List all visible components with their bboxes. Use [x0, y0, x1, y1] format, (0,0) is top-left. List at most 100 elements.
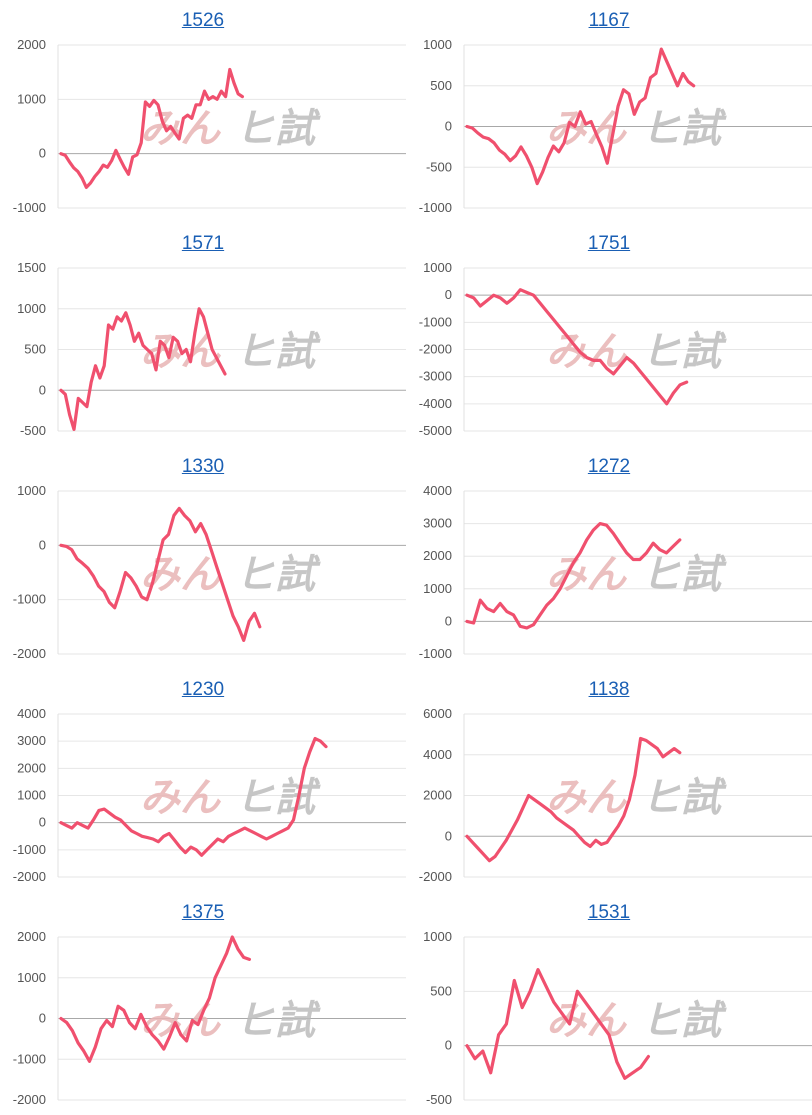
- y-tick-label: -1000: [419, 646, 452, 661]
- line-chart: 1000 0 -1000 -2000 -3000 -4000 -5000 みん ヒ試: [419, 260, 812, 438]
- y-tick-label: 500: [430, 78, 452, 93]
- watermark-logo: みん ヒ試: [140, 553, 321, 597]
- chart-title-link[interactable]: 1167: [588, 10, 630, 31]
- y-tick-label: -4000: [419, 396, 452, 411]
- line-chart: 1000 500 0 -500 みん ヒ試: [423, 929, 812, 1107]
- y-tick-label: -2000: [13, 646, 46, 661]
- chart-panel: 1571 1500 1000 500 0 -500 みん ヒ試: [0, 223, 406, 446]
- series-line: [59, 67, 244, 189]
- watermark-text: みん: [546, 330, 628, 374]
- y-tick-label: -1000: [13, 1051, 46, 1066]
- y-tick-label: 2000: [423, 788, 452, 803]
- y-tick-label: 3000: [423, 516, 452, 531]
- y-tick-label: -1000: [419, 314, 452, 329]
- watermark-logo: みん ヒ試: [140, 999, 321, 1043]
- chart-panel: 1751 1000 0 -1000 -2000 -3000 -4000 -5000 みん ヒ試: [406, 223, 812, 446]
- chart-panel: 1330 1000 0 -1000 -2000 みん ヒ試: [0, 446, 406, 669]
- y-tick-label: -500: [20, 423, 46, 438]
- y-tick-label: 500: [430, 983, 452, 998]
- y-tick-label: -1000: [13, 592, 46, 607]
- series-line: [465, 521, 682, 630]
- line-chart: 6000 4000 2000 0 -2000 みん ヒ試: [419, 706, 812, 884]
- chart-title-link[interactable]: 1330: [181, 456, 225, 477]
- y-tick-label: -5000: [419, 423, 452, 438]
- y-tick-label: 1000: [423, 37, 452, 52]
- series-line: [59, 307, 227, 431]
- y-tick-label: 4000: [17, 706, 46, 721]
- watermark-text: ヒ試: [235, 330, 321, 374]
- y-tick-label: 1000: [423, 929, 452, 944]
- y-tick-label: 3000: [17, 733, 46, 748]
- chart-title-link[interactable]: 1272: [587, 456, 631, 477]
- y-tick-label: 0: [445, 1038, 452, 1053]
- y-tick-label: -2000: [13, 1092, 46, 1107]
- watermark-text: みん: [140, 553, 222, 597]
- watermark-text: ヒ試: [235, 999, 321, 1043]
- line-chart: 1000 0 -1000 -2000 みん ヒ試: [13, 483, 406, 661]
- series-line: [465, 288, 689, 406]
- watermark-text: ヒ試: [235, 776, 321, 820]
- y-tick-label: 1000: [17, 301, 46, 316]
- y-tick-label: 1000: [17, 970, 46, 985]
- y-tick-label: 0: [445, 287, 452, 302]
- y-tick-label: 500: [24, 342, 46, 357]
- y-tick-label: 1000: [423, 260, 452, 275]
- watermark-text: ヒ試: [235, 553, 321, 597]
- watermark-logo: みん ヒ試: [546, 776, 727, 820]
- y-tick-label: 6000: [423, 706, 452, 721]
- line-chart: 4000 3000 2000 1000 0 -1000 -2000 みん ヒ試: [13, 706, 406, 884]
- chart-panel: 1531 1000 500 0 -500 みん ヒ試: [406, 892, 812, 1115]
- y-tick-label: -500: [426, 159, 452, 174]
- watermark-logo: みん ヒ試: [546, 999, 727, 1043]
- y-tick-label: 0: [39, 382, 46, 397]
- watermark-text: ヒ試: [641, 776, 727, 820]
- y-tick-label: -3000: [419, 369, 452, 384]
- chart-title-link[interactable]: 1526: [181, 10, 225, 31]
- y-tick-label: 0: [39, 1011, 46, 1026]
- y-tick-label: -1000: [13, 200, 46, 215]
- y-tick-label: -1000: [419, 200, 452, 215]
- chart-panel: 1375 2000 1000 0 -1000 -2000 みん ヒ試: [0, 892, 406, 1115]
- chart-title-link[interactable]: 1531: [587, 902, 631, 923]
- y-tick-label: 1000: [17, 483, 46, 498]
- watermark-text: ヒ試: [641, 999, 727, 1043]
- watermark-text: ヒ試: [641, 107, 727, 151]
- y-tick-label: -2000: [13, 869, 46, 884]
- y-tick-label: 2000: [17, 929, 46, 944]
- line-chart: 1000 500 0 -500 -1000 みん ヒ試: [419, 37, 812, 215]
- chart-panel: 1272 4000 3000 2000 1000 0 -1000 みん ヒ試: [406, 446, 812, 669]
- series-line: [465, 967, 650, 1080]
- series-line: [59, 736, 328, 857]
- y-tick-label: 1500: [17, 260, 46, 275]
- chart-title-link[interactable]: 1375: [181, 902, 225, 923]
- y-tick-label: 2000: [17, 760, 46, 775]
- watermark-text: ヒ試: [641, 553, 727, 597]
- y-tick-label: 0: [39, 815, 46, 830]
- chart-title-link[interactable]: 1751: [587, 233, 631, 254]
- series-line: [465, 736, 682, 863]
- watermark-text: みん: [546, 776, 628, 820]
- line-chart: 2000 1000 0 -1000 -2000 みん ヒ試: [13, 929, 406, 1107]
- y-tick-label: 4000: [423, 483, 452, 498]
- watermark-text: みん: [140, 776, 222, 820]
- y-tick-label: 1000: [423, 581, 452, 596]
- y-tick-label: 1000: [17, 91, 46, 106]
- y-tick-label: -2000: [419, 869, 452, 884]
- watermark-logo: みん ヒ試: [140, 776, 321, 820]
- y-tick-label: 0: [39, 146, 46, 161]
- series-line: [59, 935, 251, 1063]
- watermark-text: ヒ試: [641, 330, 727, 374]
- series-line: [59, 506, 262, 642]
- chart-title-link[interactable]: 1230: [181, 679, 225, 700]
- y-tick-label: 0: [445, 613, 452, 628]
- chart-title-link[interactable]: 1138: [588, 679, 630, 700]
- y-tick-label: 0: [445, 828, 452, 843]
- y-tick-label: 2000: [17, 37, 46, 52]
- y-tick-label: 0: [39, 537, 46, 552]
- y-tick-label: -500: [426, 1092, 452, 1107]
- chart-panel: 1138 6000 4000 2000 0 -2000 みん ヒ試: [406, 669, 812, 892]
- chart-title-link[interactable]: 1571: [181, 233, 225, 254]
- y-tick-label: 2000: [423, 548, 452, 563]
